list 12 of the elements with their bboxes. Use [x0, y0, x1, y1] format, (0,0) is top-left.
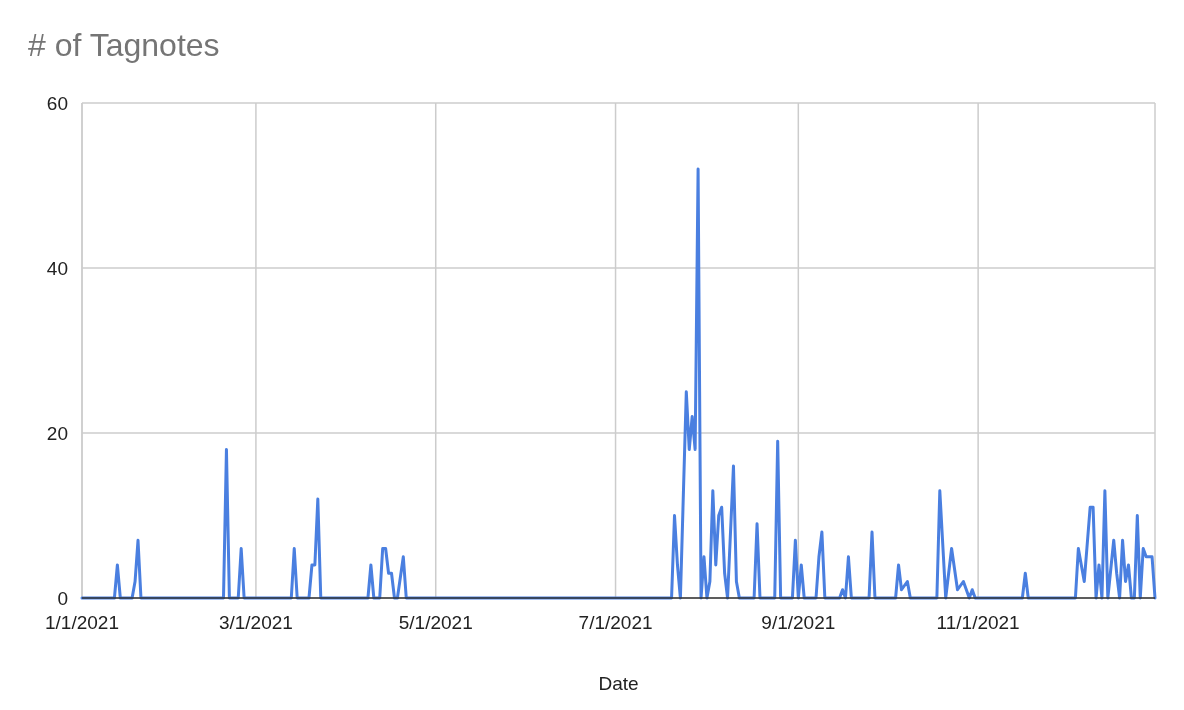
x-tick-label: 9/1/2021: [761, 612, 836, 633]
chart-title: # of Tagnotes: [28, 27, 220, 63]
y-tick-label: 40: [46, 257, 68, 279]
y-tick-label: 20: [46, 422, 68, 444]
x-tick-label: 11/1/2021: [936, 612, 1020, 633]
x-tick-label: 1/1/2021: [45, 612, 119, 633]
y-tick-label: 0: [57, 587, 68, 609]
x-tick-label: 5/1/2021: [398, 612, 473, 633]
y-tick-label: 60: [46, 92, 68, 114]
x-axis-title: Date: [598, 673, 639, 694]
x-tick-label: 7/1/2021: [578, 612, 653, 633]
x-tick-label: 3/1/2021: [218, 612, 293, 633]
